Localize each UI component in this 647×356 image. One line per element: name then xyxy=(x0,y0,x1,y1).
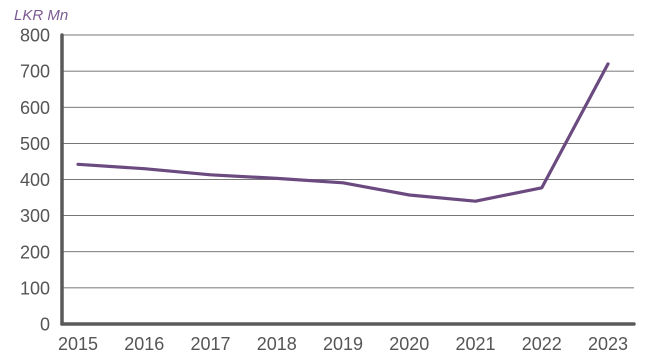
axes xyxy=(60,33,636,326)
y-tick-label: 100 xyxy=(20,278,50,298)
x-tick-label: 2018 xyxy=(257,334,297,354)
y-unit-label: LKR Mn xyxy=(14,7,68,24)
x-tick-label: 2019 xyxy=(323,334,363,354)
x-tick-labels: 2015 2016 2017 2018 2019 2020 2021 2022 2023 xyxy=(58,334,628,354)
y-tick-labels: 0 100 200 300 400 500 600 700 800 xyxy=(20,26,50,335)
y-tick-label: 500 xyxy=(20,134,50,154)
x-tick-label: 2017 xyxy=(190,334,230,354)
y-tick-label: 300 xyxy=(20,206,50,226)
grid-lines xyxy=(62,34,634,289)
series-line xyxy=(76,62,610,203)
y-tick-label: 200 xyxy=(20,242,50,262)
series-group xyxy=(76,62,610,203)
x-tick-label: 2022 xyxy=(522,334,562,354)
x-tick-label: 2021 xyxy=(455,334,495,354)
x-tick-label: 2020 xyxy=(389,334,429,354)
x-tick-label: 2015 xyxy=(58,334,98,354)
y-tick-label: 0 xyxy=(40,315,50,335)
x-tick-label: 2023 xyxy=(588,334,628,354)
y-tick-label: 800 xyxy=(20,26,50,46)
y-tick-label: 400 xyxy=(20,170,50,190)
y-tick-label: 600 xyxy=(20,98,50,118)
x-tick-label: 2016 xyxy=(124,334,164,354)
y-tick-label: 700 xyxy=(20,62,50,82)
